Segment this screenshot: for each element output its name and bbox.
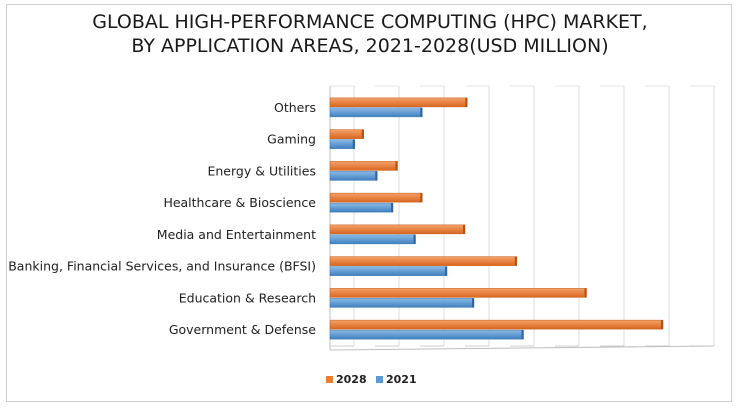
bar-2021 — [329, 139, 355, 149]
bar-end-shade — [361, 129, 364, 139]
chart-title: GLOBAL HIGH-PERFORMANCE COMPUTING (HPC) … — [0, 10, 740, 58]
bar-2021 — [329, 107, 423, 118]
chart-title-line-1: GLOBAL HIGH-PERFORMANCE COMPUTING (HPC) … — [92, 11, 648, 33]
category-label: Energy & Utilities — [207, 163, 316, 178]
chart-title-line-2: BY APPLICATION AREAS, 2021-2028(USD MILL… — [131, 35, 609, 57]
legend-label-2028: 2028 — [336, 373, 367, 386]
bar-end-shade — [420, 107, 423, 117]
bar-end-shade — [413, 234, 416, 244]
bar-2021 — [329, 329, 524, 340]
bar-end-shade — [395, 161, 398, 171]
legend-swatch-2028 — [326, 376, 333, 383]
bar-2028 — [329, 224, 466, 235]
bar-end-shade — [472, 298, 474, 308]
bar-2021 — [329, 266, 448, 276]
bar-end-shade — [514, 256, 517, 266]
bar-end-shade — [465, 97, 468, 107]
bar-2021 — [329, 171, 378, 181]
category-label: Others — [274, 100, 316, 115]
category-label: Education & Research — [179, 290, 316, 305]
bar-2028 — [329, 97, 468, 108]
x-axis-floor — [329, 345, 715, 351]
bar-2028 — [329, 161, 398, 171]
bar-end-shade — [521, 330, 524, 340]
bar-2028 — [329, 129, 364, 139]
bar-end-shade — [420, 193, 423, 203]
bar-end-shade — [391, 203, 393, 213]
bar-end-shade — [352, 139, 355, 149]
bar-end-shade — [463, 224, 465, 234]
bar-end-shade — [375, 171, 378, 181]
bar-2028 — [329, 288, 587, 298]
bar-2028 — [329, 192, 423, 203]
bar-2021 — [329, 298, 475, 308]
bar-end-shade — [661, 320, 663, 330]
bar-2028 — [329, 319, 664, 330]
category-label: Banking, Financial Services, and Insuran… — [8, 259, 316, 274]
bar-end-shade — [584, 288, 587, 298]
bar-2028 — [329, 256, 517, 266]
category-label: Media and Entertainment — [157, 227, 316, 242]
bar-2021 — [329, 202, 394, 213]
bar-end-shade — [445, 266, 447, 276]
category-label: Gaming — [267, 132, 316, 147]
legend-swatch-2021 — [376, 376, 383, 383]
bar-2021 — [329, 234, 416, 245]
legend-label-2021: 2021 — [386, 373, 417, 386]
category-label: Government & Defense — [169, 322, 316, 337]
category-label: Healthcare & Bioscience — [163, 195, 316, 210]
